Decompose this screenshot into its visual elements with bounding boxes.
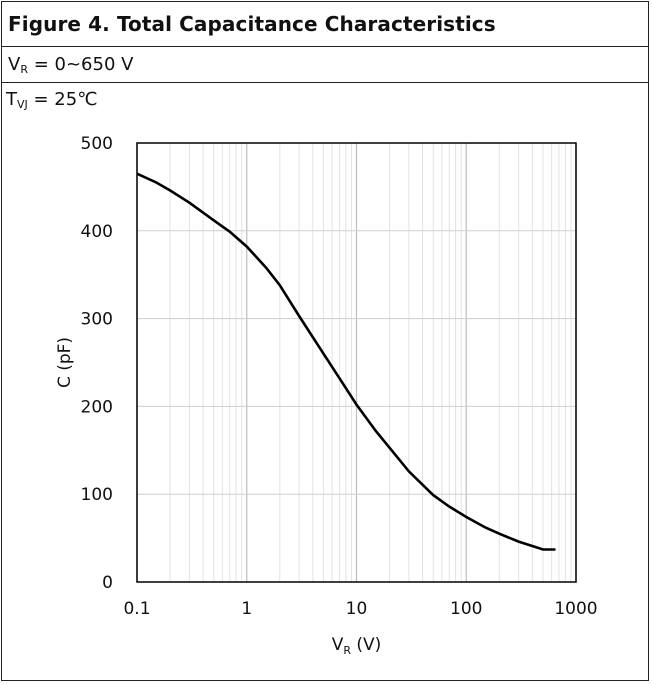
condition-sub: R xyxy=(20,63,28,76)
grid xyxy=(136,142,577,583)
temperature-rest: = 25℃ xyxy=(27,89,98,110)
x-tick-label: 1000 xyxy=(554,599,597,619)
temperature-var: T xyxy=(6,89,17,110)
y-tick-label: 0 xyxy=(102,573,113,593)
capacitance-curve xyxy=(136,172,556,551)
x-tick-label: 100 xyxy=(450,599,482,619)
y-tick-label: 300 xyxy=(81,310,113,330)
x-axis-label-rest: (V) xyxy=(351,635,381,655)
condition-row: VR = 0~650 V xyxy=(2,46,648,83)
x-axis-label-sub: R xyxy=(343,644,351,657)
y-tick-label: 200 xyxy=(81,397,113,417)
temperature-sub: VJ xyxy=(17,98,28,111)
figure-title: Figure 4. Total Capacitance Characterist… xyxy=(8,12,496,36)
temperature-annotation: TVJ = 25℃ xyxy=(6,89,97,111)
y-tick-label: 500 xyxy=(81,134,113,154)
condition-rest: = 0~650 V xyxy=(27,54,134,75)
x-tick-label: 1 xyxy=(241,599,252,619)
condition-var: V xyxy=(8,54,21,75)
x-axis-label-var: V xyxy=(332,635,344,655)
y-tick-label: 400 xyxy=(81,222,113,242)
tick-labels: 0.1 1 10 100 1000 0 100 200 300 400 500 xyxy=(81,134,598,619)
x-axis-label: VR (V) xyxy=(332,635,382,657)
x-tick-label: 0.1 xyxy=(123,599,150,619)
y-axis-label: C (pF) xyxy=(55,337,75,388)
title-row: Figure 4. Total Capacitance Characterist… xyxy=(2,2,648,47)
plot-border xyxy=(136,142,577,583)
y-tick-label: 100 xyxy=(81,485,113,505)
condition-text: VR = 0~650 V xyxy=(8,54,133,76)
x-tick-label: 10 xyxy=(346,599,368,619)
